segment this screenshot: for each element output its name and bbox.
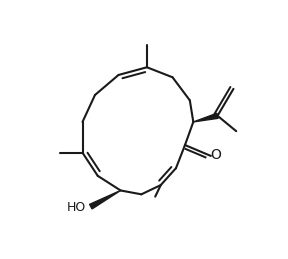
Text: HO: HO (67, 201, 86, 214)
Polygon shape (193, 113, 218, 122)
Polygon shape (90, 190, 121, 209)
Text: O: O (210, 148, 221, 162)
